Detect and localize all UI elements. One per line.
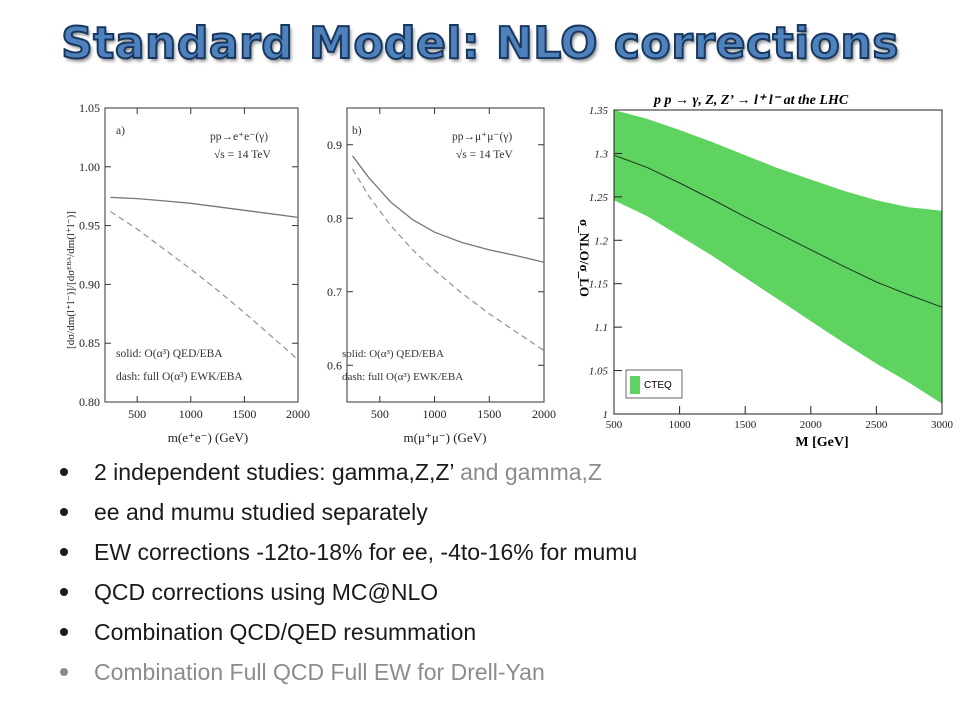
chart-a-legend-dash: dash: full O(α³) EWK/EBA [116, 371, 243, 383]
chart-c-title: p p → γ, Z, Z’ → l⁺ l⁻ at the LHC [653, 93, 849, 108]
bullet-text: QCD corrections using MC@NLO [94, 579, 439, 605]
chart-b-series [351, 155, 545, 352]
x-tick-label: 1000 [423, 407, 447, 421]
y-tick-label: 0.85 [79, 336, 100, 350]
bullet-text: EW corrections -12to-18% for ee, -4to-16… [94, 539, 638, 565]
chart-a-xlabel: m(e⁺e⁻) (GeV) [168, 430, 249, 445]
chart-a-axes: 500 1000 1500 2000 0.80 0.85 0.90 0.95 1.00 1.05 [79, 101, 310, 421]
y-tick-label: 0.90 [79, 277, 100, 291]
y-tick-label: 1.1 [594, 322, 608, 334]
y-tick-label: 1.05 [79, 101, 100, 115]
chart-c-legend: CTEQ [625, 369, 683, 399]
chart-frame [346, 107, 545, 403]
x-tick-label: 2000 [800, 419, 823, 431]
chart-a-process: pp→e⁺e⁻(γ) [210, 131, 268, 143]
chart-b-panel-label: b) [352, 125, 362, 137]
x-tick-label: 2500 [865, 419, 888, 431]
chart-c: p p → γ, Z, Z’ → l⁺ l⁻ at the LHC 500 100… [577, 93, 954, 450]
x-tick-label: 1000 [669, 419, 692, 431]
chart-frame [613, 109, 943, 415]
y-tick-label: 0.95 [79, 219, 100, 233]
bullet-item: QCD corrections using MC@NLO [60, 572, 637, 612]
bullet-dot [60, 468, 68, 476]
x-tick-label: 3000 [931, 419, 954, 431]
bullet-dot [60, 628, 68, 636]
chart-b-legend-solid: solid: O(α³) QED/EBA [342, 348, 444, 360]
chart-c-ylabel: σ_NLO/σ_LO [577, 219, 592, 297]
chart-c-xlabel: M [GeV] [795, 435, 848, 450]
bullet-text: ee and mumu studied separately [94, 499, 428, 525]
y-tick-label: 0.80 [79, 395, 100, 409]
x-tick-label: 1500 [232, 407, 256, 421]
bullet-dot [60, 588, 68, 596]
y-tick-label: 1 [603, 409, 609, 421]
chart-c-legend-label: CTEQ [644, 380, 672, 391]
chart-b-legend-dash: dash: full O(α³) EWK/EBA [342, 371, 463, 383]
chart-a-ylabel: [dσ/dm(l⁺l⁻)]/[dσᴱᴮᴬ/dm(l⁺l⁻)] [65, 211, 77, 349]
bullet-item: Combination Full QCD Full EW for Drell-Y… [60, 652, 637, 692]
bullet-item: EW corrections -12to-18% for ee, -4to-16… [60, 532, 637, 572]
x-tick-label: 1000 [179, 407, 203, 421]
bullet-list: 2 independent studies: gamma,Z,Z’ and ga… [60, 452, 637, 692]
series-line-dash [351, 168, 545, 352]
chart-frame [104, 107, 299, 403]
bullet-text: 2 independent studies: gamma,Z,Z’ [94, 459, 454, 485]
bullet-dot [60, 668, 68, 676]
bullet-dot [60, 548, 68, 556]
chart-c-axes: 500 1000 1500 2000 2500 3000 1 1.05 1.1 1.15 1.2 1.… [589, 105, 954, 431]
y-tick-label: 0.7 [327, 285, 342, 299]
y-tick-label: 0.6 [327, 358, 342, 372]
y-tick-label: 0.9 [327, 138, 342, 152]
series-line-dash [110, 210, 299, 361]
x-tick-label: 500 [128, 407, 146, 421]
series-line-solid [351, 155, 545, 263]
x-tick-label: 500 [606, 419, 623, 431]
x-tick-label: 2000 [532, 407, 556, 421]
y-tick-label: 0.8 [327, 211, 342, 225]
chart-b-process: pp→μ⁺μ⁻(γ) [452, 131, 512, 143]
y-tick-label: 1.35 [589, 105, 609, 117]
chart-a-panel-label: a) [116, 125, 125, 137]
y-tick-label: 1.00 [79, 160, 100, 174]
chart-b: 500 1000 1500 2000 0.6 0.7 0.8 0.9 b) pp→μ⁺μ⁻(γ… [327, 107, 556, 445]
chart-a-series [110, 196, 299, 361]
bullet-text: Combination Full QCD Full EW for Drell-Y… [94, 659, 545, 685]
chart-b-energy: √s = 14 TeV [456, 148, 514, 161]
central-curve [613, 154, 943, 308]
chart-b-xlabel: m(μ⁺μ⁻) (GeV) [404, 430, 487, 445]
slide-title: Standard Model: NLO corrections [60, 17, 899, 70]
y-tick-label: 1.3 [594, 148, 608, 160]
chart-a-energy: √s = 14 TeV [214, 148, 272, 161]
x-tick-label: 1500 [734, 419, 757, 431]
chart-c-band [613, 110, 943, 404]
chart-a-legend-solid: solid: O(α³) QED/EBA [116, 348, 223, 360]
bullet-item: ee and mumu studied separately [60, 492, 637, 532]
bullet-text: Combination QCD/QED resummation [94, 619, 477, 645]
x-tick-label: 1500 [477, 407, 501, 421]
y-tick-label: 1.2 [594, 235, 608, 247]
chart-b-axes: 500 1000 1500 2000 0.6 0.7 0.8 0.9 [327, 107, 556, 421]
x-tick-label: 2000 [286, 407, 310, 421]
bullet-item: 2 independent studies: gamma,Z,Z’ and ga… [60, 452, 637, 492]
y-tick-label: 1.25 [589, 192, 609, 204]
bullet-text-muted: and gamma,Z [453, 459, 602, 485]
y-tick-label: 1.05 [589, 366, 609, 378]
chart-a: 500 1000 1500 20000.800.850.900.951.001.05 … [65, 101, 310, 445]
uncertainty-band [614, 110, 942, 404]
bullet-dot [60, 508, 68, 516]
bullet-item: Combination QCD/QED resummation [60, 612, 637, 652]
x-tick-label: 500 [371, 407, 389, 421]
series-line-solid [110, 196, 299, 219]
y-tick-label: 1.15 [589, 279, 609, 291]
